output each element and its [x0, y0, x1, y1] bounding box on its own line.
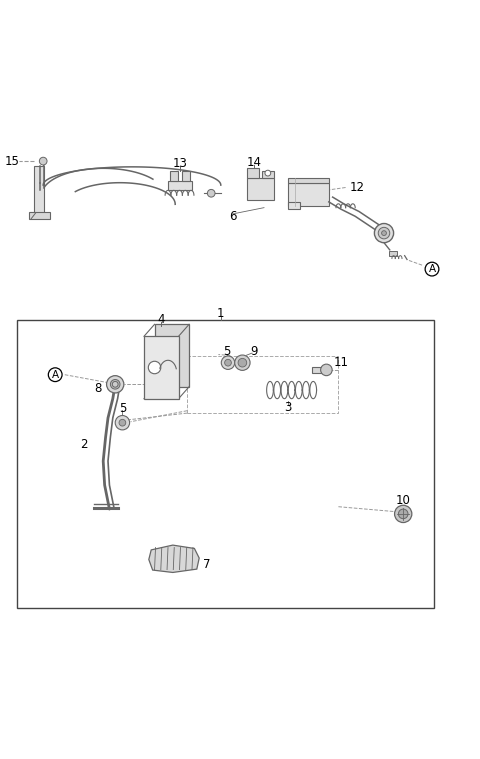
Circle shape: [378, 228, 390, 239]
Bar: [288, 202, 300, 209]
Bar: [247, 178, 274, 200]
Circle shape: [221, 356, 235, 370]
Circle shape: [382, 231, 386, 235]
Bar: [262, 171, 274, 178]
Circle shape: [321, 364, 332, 376]
Bar: [155, 324, 189, 386]
Circle shape: [225, 359, 231, 366]
Text: 3: 3: [284, 401, 292, 414]
Circle shape: [265, 170, 271, 176]
Text: 11: 11: [333, 356, 348, 369]
Polygon shape: [149, 545, 199, 572]
Text: 7: 7: [203, 558, 210, 571]
Bar: [34, 166, 44, 216]
Bar: [168, 181, 192, 191]
Text: A: A: [52, 370, 59, 380]
Text: 1: 1: [217, 307, 225, 320]
Text: 6: 6: [229, 209, 237, 223]
Circle shape: [107, 376, 124, 393]
Text: 5: 5: [223, 345, 230, 358]
Text: 13: 13: [173, 157, 187, 170]
Text: 12: 12: [350, 181, 365, 194]
Text: 10: 10: [396, 494, 410, 507]
Bar: [187, 355, 338, 413]
Circle shape: [119, 419, 126, 426]
Bar: [312, 367, 326, 373]
Text: A: A: [429, 264, 435, 274]
Circle shape: [238, 358, 247, 367]
Circle shape: [148, 361, 161, 373]
Bar: [29, 213, 50, 219]
Circle shape: [235, 355, 250, 370]
Bar: [170, 172, 178, 181]
Text: 2: 2: [80, 438, 88, 451]
Text: 8: 8: [95, 382, 102, 395]
Circle shape: [398, 509, 408, 518]
Circle shape: [110, 380, 120, 389]
Bar: [144, 336, 179, 398]
Bar: [288, 178, 329, 183]
Text: 4: 4: [157, 313, 165, 326]
Text: 9: 9: [251, 345, 258, 358]
Bar: [389, 251, 397, 256]
Text: 5: 5: [119, 402, 126, 415]
Bar: [182, 172, 190, 181]
Text: 15: 15: [5, 155, 19, 168]
Circle shape: [112, 382, 118, 387]
Circle shape: [395, 505, 412, 522]
Bar: [247, 168, 259, 178]
Circle shape: [207, 190, 215, 197]
Circle shape: [115, 415, 130, 430]
Circle shape: [39, 157, 47, 165]
Text: 14: 14: [247, 156, 262, 169]
Bar: [17, 320, 434, 607]
Bar: [288, 183, 329, 206]
Circle shape: [374, 223, 394, 243]
